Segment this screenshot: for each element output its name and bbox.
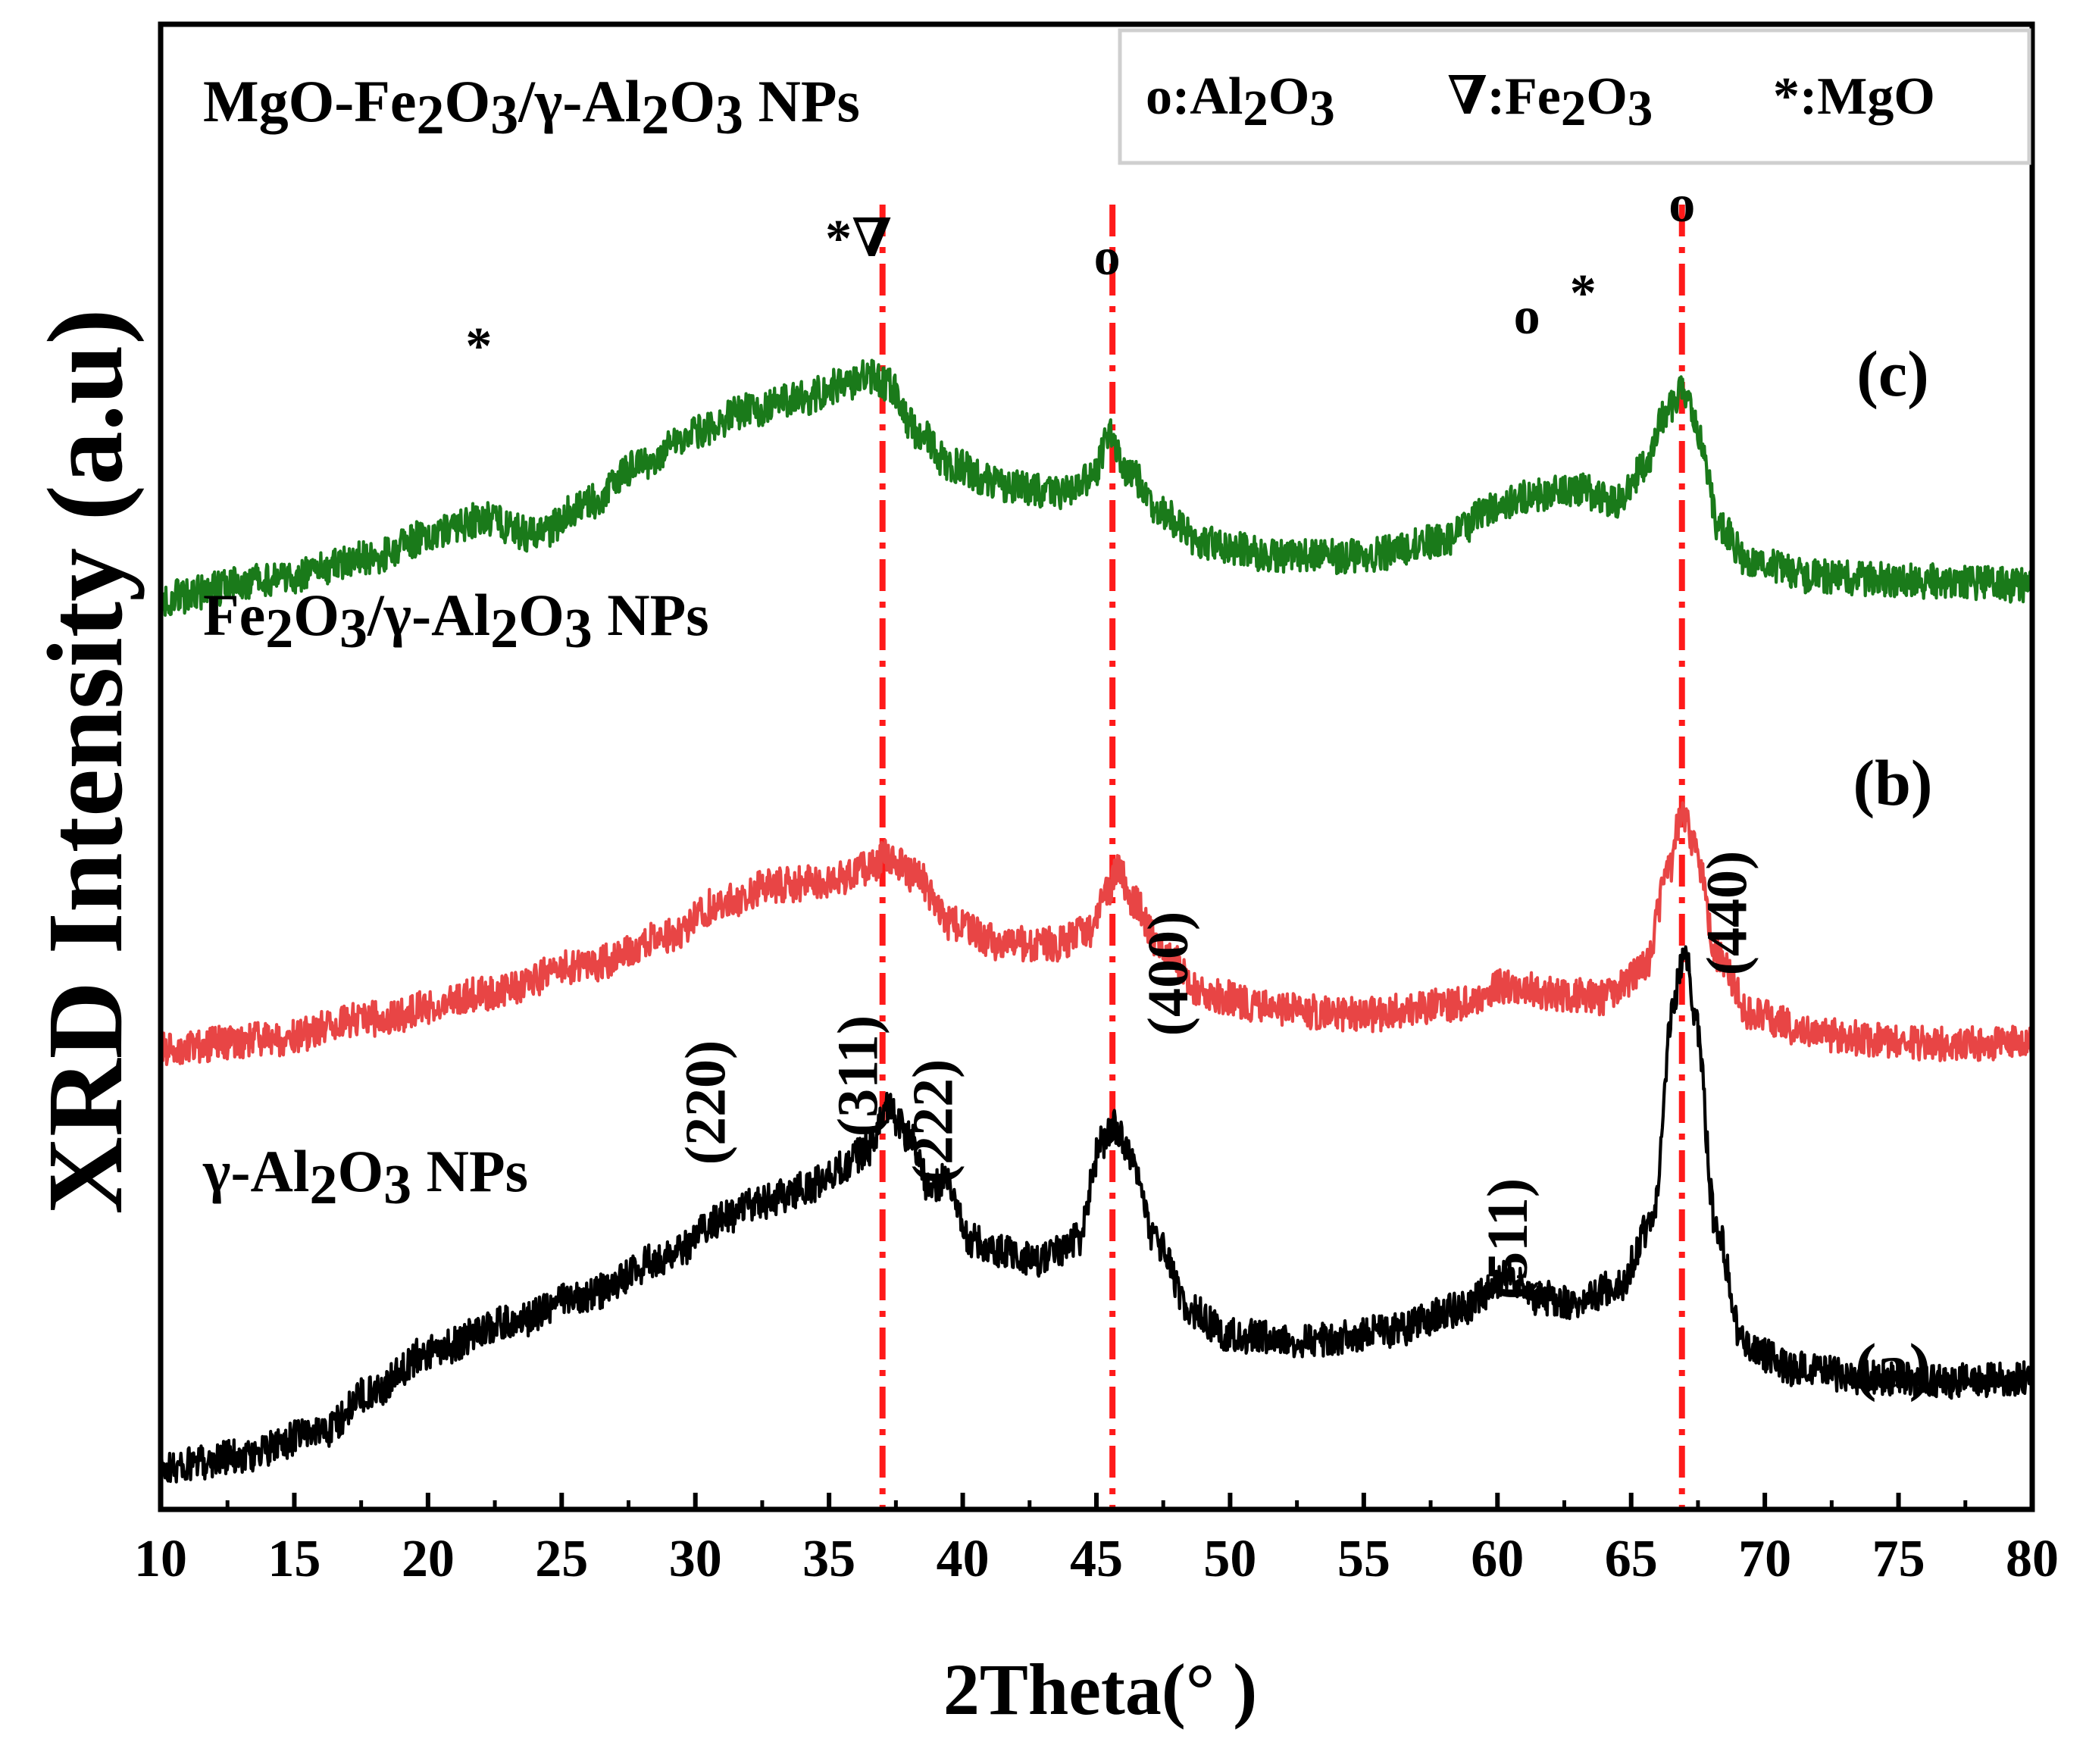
miller-index-label: (222) [902,1059,965,1184]
series-b-line [158,801,2034,1066]
phase-marker: *∇ [825,210,892,268]
x-tick-label-15: 15 [267,1530,321,1588]
series-b-label: (b) [1853,746,1932,819]
x-axis-label: 2Theta(° ) [943,1649,1257,1730]
phase-marker: o [1668,175,1695,233]
series-a-name: γ-Al2O3 NPs [202,1138,528,1216]
x-tick-label-35: 35 [802,1530,855,1588]
series-c-label: (c) [1856,337,1928,410]
miller-index-label: (400) [1137,912,1200,1037]
phase-marker: o [1094,228,1121,286]
x-tick-label-70: 70 [1738,1530,1791,1588]
x-tick-label-75: 75 [1872,1530,1925,1588]
series-c-name: MgO-Fe2O3/γ-Al2O3 NPs [203,68,860,146]
x-tick-label-25: 25 [535,1530,588,1588]
x-tick-label-30: 30 [669,1530,722,1588]
x-tick-label-60: 60 [1471,1530,1524,1588]
x-tick-label-50: 50 [1203,1530,1256,1588]
x-tick-label-10: 10 [134,1530,187,1588]
x-tick-label-20: 20 [402,1530,455,1588]
legend-entry: ∇:Fe2O3 [1447,67,1653,136]
x-tick-label-65: 65 [1605,1530,1658,1588]
miller-index-label: (440) [1695,851,1759,976]
phase-marker: * [1570,264,1597,323]
x-tick-label-55: 55 [1337,1530,1390,1588]
legend-box [1118,28,2031,165]
legend-entry: o:Al2O3 [1146,67,1335,136]
phase-marker: o [1514,287,1540,346]
x-tick-label-40: 40 [937,1530,990,1588]
miller-index-label: (220) [674,1040,738,1165]
series-a-line [158,945,2034,1484]
phase-marker: * [465,317,492,376]
x-tick-label-45: 45 [1070,1530,1123,1588]
x-tick-label-80: 80 [2006,1530,2059,1588]
legend-entry: *:MgO [1773,67,1935,126]
miller-index-label: (311) [827,1015,890,1137]
miller-index-label: (511) [1476,1178,1540,1300]
y-axis-label: XRD Intensity (a.u) [25,308,145,1214]
series-a-label: (a) [1855,1330,1931,1403]
series-c-line [158,358,2034,617]
